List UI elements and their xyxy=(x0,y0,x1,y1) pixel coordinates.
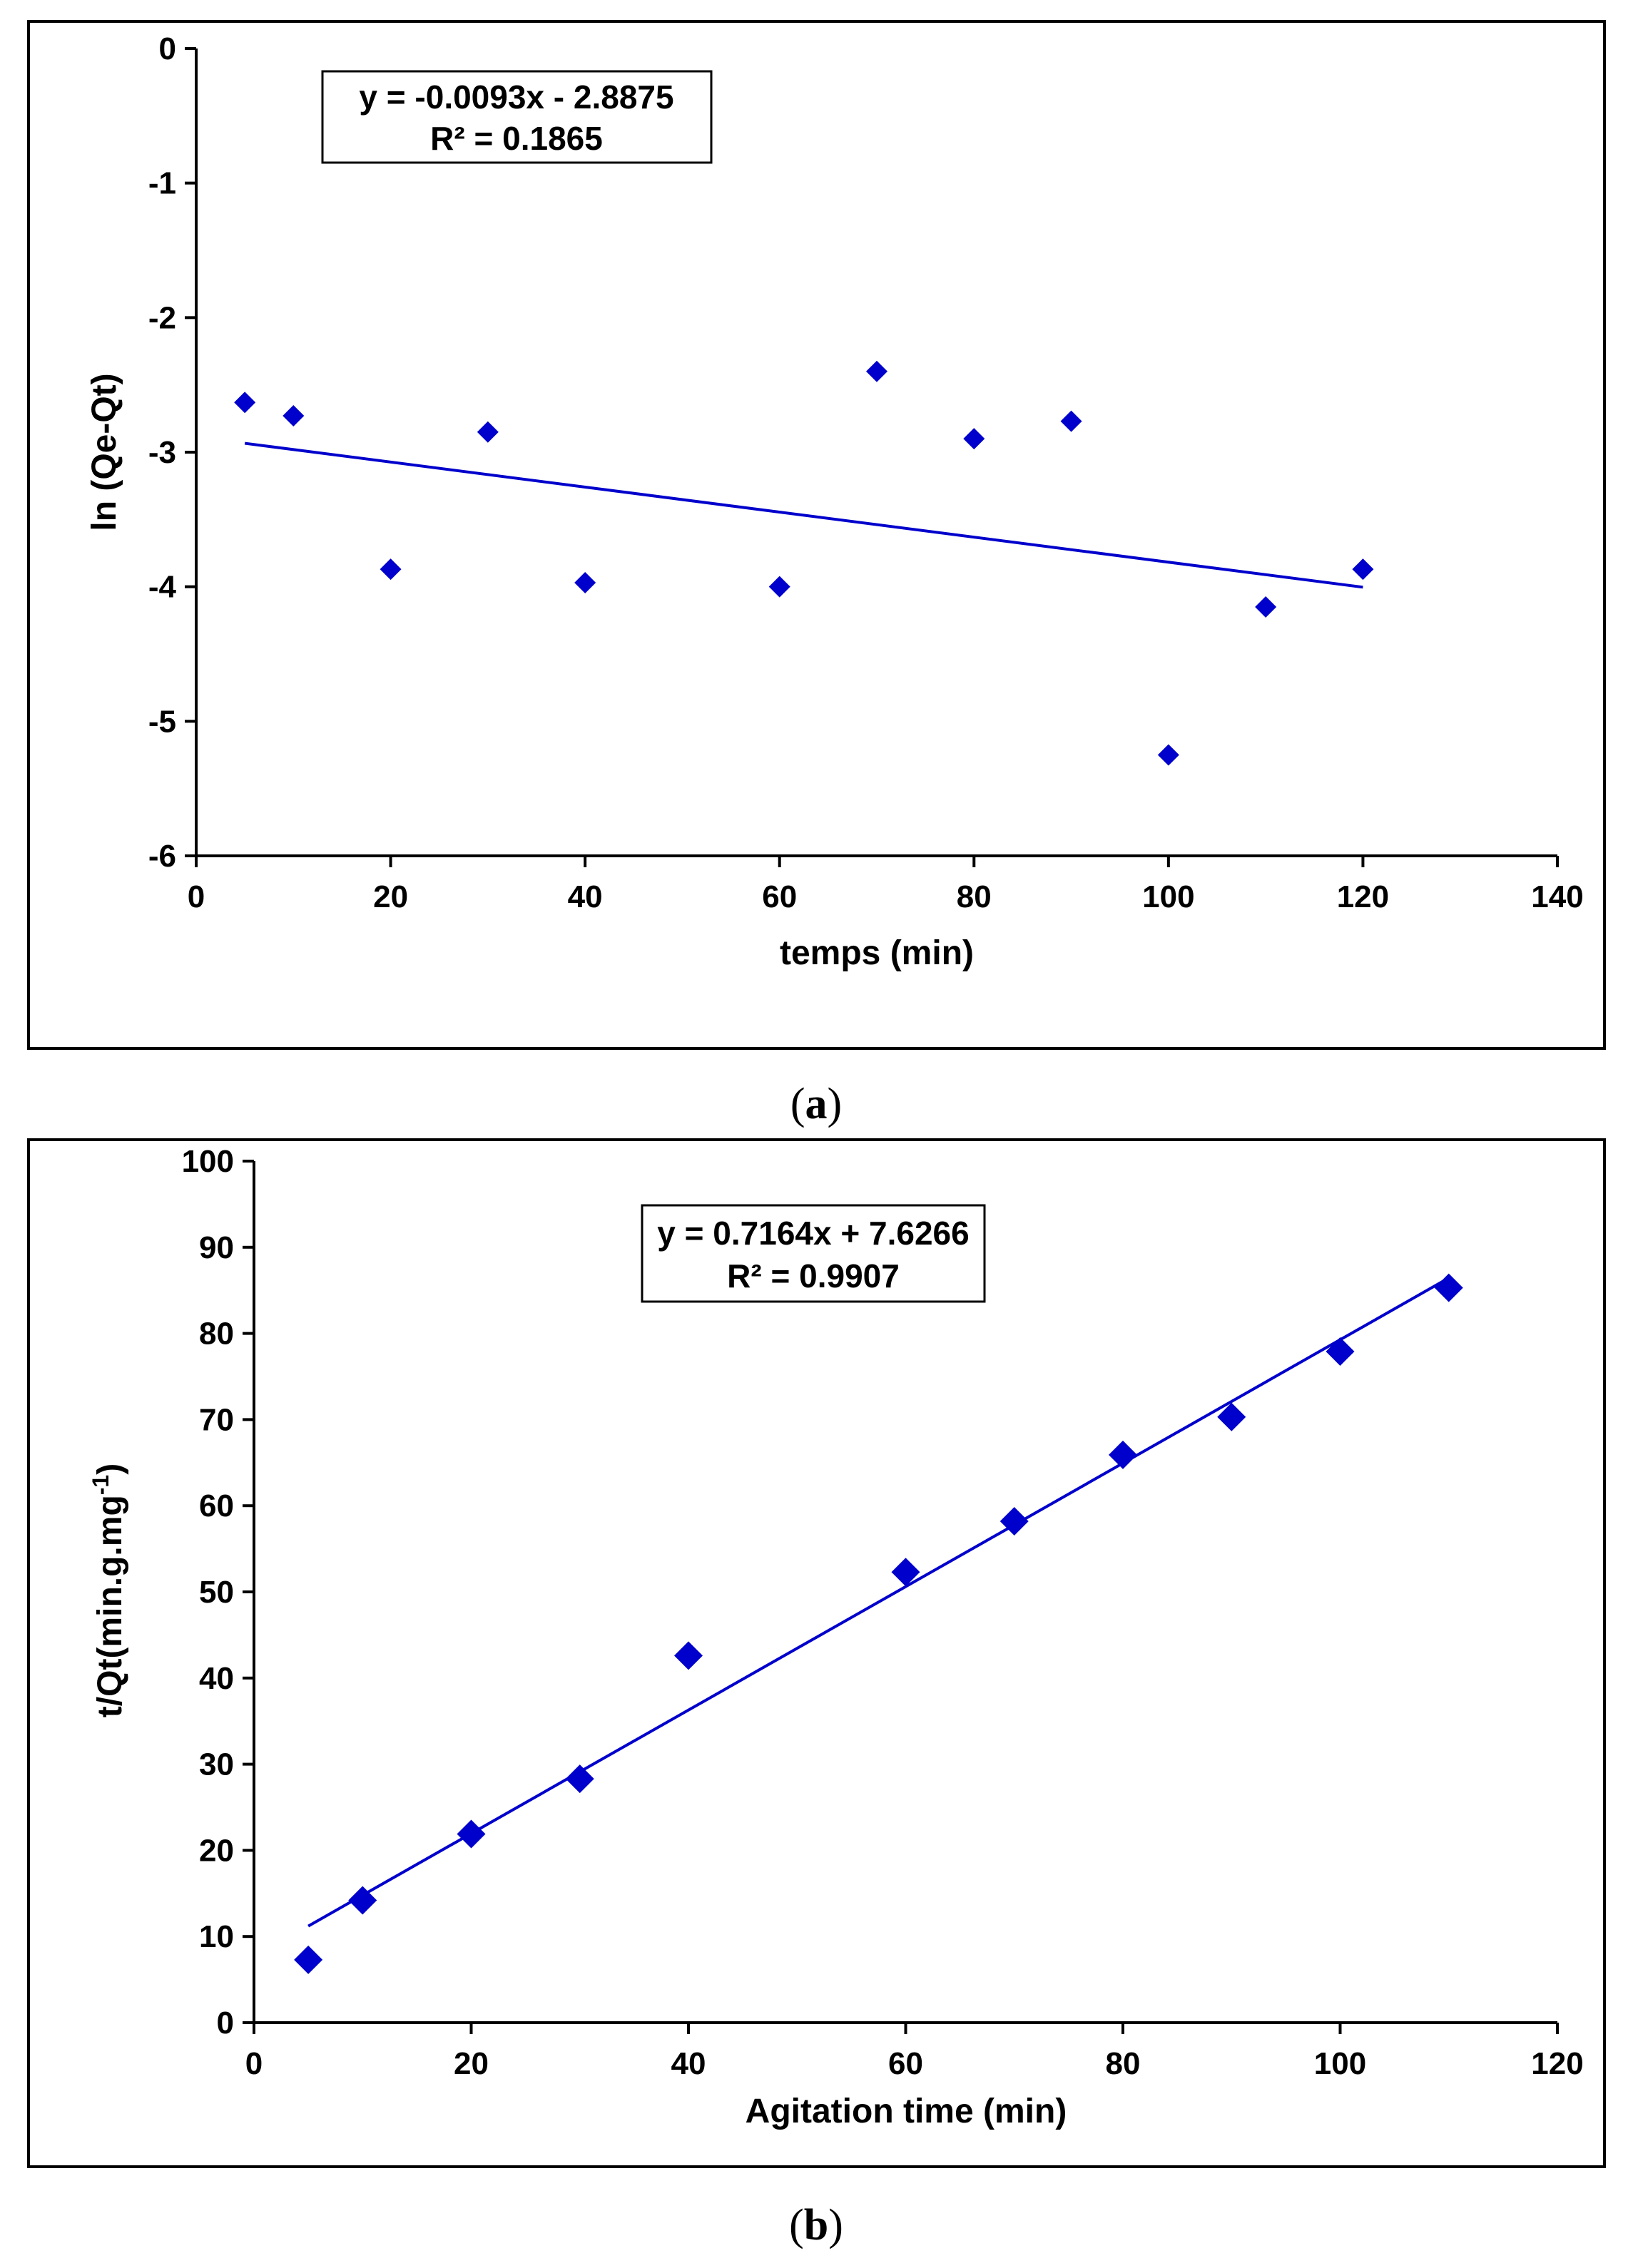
chart-b-ylabel: t/Qt(min.g.mg-1) xyxy=(88,1464,129,1717)
chart-b-ytick-label: 50 xyxy=(199,1575,234,1610)
chart-a-ytick-label: -2 xyxy=(148,300,176,335)
chart-b-point xyxy=(348,1886,377,1915)
chart-b-point xyxy=(1109,1440,1137,1469)
chart-a-equation: y = -0.0093x - 2.8875 xyxy=(359,78,673,116)
chart-b-xtick-label: 40 xyxy=(671,2046,706,2081)
chart-a-point xyxy=(234,392,256,414)
chart-b-equation: y = 0.7164x + 7.6266 xyxy=(657,1215,969,1252)
chart-a: -6 -5 -4 -3 -2 -1 0 0 20 40 60 80 100 120 140 temps (m… xyxy=(27,20,1606,1050)
chart-b-xtick-label: 20 xyxy=(454,2046,489,2081)
chart-b: 0 10 20 30 40 50 60 70 80 90 100 0 20 40 60 80 100 120 Ag… xyxy=(27,1138,1606,2168)
chart-a-xtick-label: 140 xyxy=(1531,879,1583,914)
chart-b-point xyxy=(674,1641,703,1670)
chart-a-r-squared: R² = 0.1865 xyxy=(430,120,603,157)
chart-a-ytick-label: -6 xyxy=(148,839,176,874)
chart-b-frame xyxy=(27,1138,1606,2168)
chart-a-xlabel: temps (min) xyxy=(780,934,974,972)
chart-b-ytick-label: 30 xyxy=(199,1747,234,1782)
chart-a-point xyxy=(1352,558,1374,581)
chart-a-point xyxy=(963,428,985,450)
chart-b-equation-box xyxy=(641,1204,986,1303)
panel-a-label: (a) xyxy=(790,1080,842,1128)
chart-b-point xyxy=(1326,1337,1355,1366)
chart-a-ytick-label: -4 xyxy=(148,570,177,605)
chart-b-xtick-label: 120 xyxy=(1531,2046,1583,2081)
panel-b-letter: b xyxy=(804,2201,828,2249)
chart-b-point xyxy=(999,1506,1029,1536)
chart-b-points xyxy=(294,1273,1463,1974)
chart-a-xtick-label: 0 xyxy=(188,879,205,914)
chart-a-point xyxy=(768,576,790,598)
chart-b-xtick-label: 60 xyxy=(888,2046,923,2081)
chart-b-xtick-label: 100 xyxy=(1314,2046,1366,2081)
chart-b-xtick-label: 0 xyxy=(245,2046,263,2081)
chart-a-point xyxy=(380,558,402,581)
chart-b-point xyxy=(294,1945,323,1974)
chart-a-points xyxy=(234,360,1374,766)
chart-b-point xyxy=(1217,1402,1246,1431)
chart-b-ytick-label: 90 xyxy=(199,1230,234,1265)
chart-b-point xyxy=(1434,1273,1463,1302)
chart-b-ylabel-sup: -1 xyxy=(88,1475,113,1495)
chart-a-xtick-label: 80 xyxy=(957,879,992,914)
chart-a-ytick-label: -3 xyxy=(148,435,176,470)
chart-b-ytick-label: 10 xyxy=(199,1919,234,1954)
chart-b-point xyxy=(457,1819,486,1849)
chart-b-ytick-label: 100 xyxy=(182,1144,234,1179)
chart-a-point xyxy=(283,405,305,427)
chart-b-ytick-label: 80 xyxy=(199,1317,234,1352)
panel-b-label: (b) xyxy=(789,2201,843,2249)
chart-a-ticks: -6 -5 -4 -3 -2 -1 0 0 20 40 60 80 100 120 140 xyxy=(148,31,1584,914)
chart-a-point xyxy=(477,421,499,443)
chart-a-xtick-label: 60 xyxy=(762,879,797,914)
panel-a-letter: a xyxy=(805,1080,828,1128)
chart-a-ylabel: ln (Qe-Qt) xyxy=(86,373,123,531)
chart-b-ytick-label: 40 xyxy=(199,1661,234,1696)
chart-a-xtick-label: 100 xyxy=(1142,879,1194,914)
chart-a-xtick-label: 40 xyxy=(568,879,603,914)
chart-a-point xyxy=(1157,744,1179,766)
chart-b-ytick-label: 0 xyxy=(217,2006,234,2040)
chart-b-ytick-label: 20 xyxy=(199,1833,234,1868)
chart-b-point xyxy=(891,1558,920,1587)
chart-b-xtick-label: 80 xyxy=(1106,2046,1141,2081)
chart-a-equation-box xyxy=(321,70,713,164)
chart-b-trendline xyxy=(307,1277,1450,1928)
chart-a-ytick-label: 0 xyxy=(159,31,176,66)
chart-a-xtick-label: 120 xyxy=(1337,879,1389,914)
chart-b-ytick-label: 60 xyxy=(199,1488,234,1523)
chart-b-point xyxy=(565,1764,594,1794)
chart-a-point xyxy=(1060,410,1082,432)
chart-a-ytick-label: -1 xyxy=(148,166,176,201)
chart-a-xtick-label: 20 xyxy=(373,879,408,914)
chart-b-ticks: 0 10 20 30 40 50 60 70 80 90 100 0 20 40 60 80 100 120 xyxy=(182,1144,1584,2081)
chart-a-point xyxy=(574,572,596,594)
chart-b-ylabel-suffix: ) xyxy=(91,1464,129,1475)
chart-b-r-squared: R² = 0.9907 xyxy=(727,1257,900,1294)
chart-a-trendline xyxy=(244,441,1363,589)
chart-a-frame xyxy=(27,20,1606,1050)
chart-a-ytick-label: -5 xyxy=(148,704,176,739)
chart-a-point xyxy=(866,360,887,382)
chart-a-point xyxy=(1255,596,1277,618)
chart-b-ytick-label: 70 xyxy=(199,1402,234,1437)
chart-b-ylabel-main: t/Qt(min.g.mg xyxy=(91,1495,129,1717)
chart-b-xlabel: Agitation time (min) xyxy=(746,2093,1067,2130)
